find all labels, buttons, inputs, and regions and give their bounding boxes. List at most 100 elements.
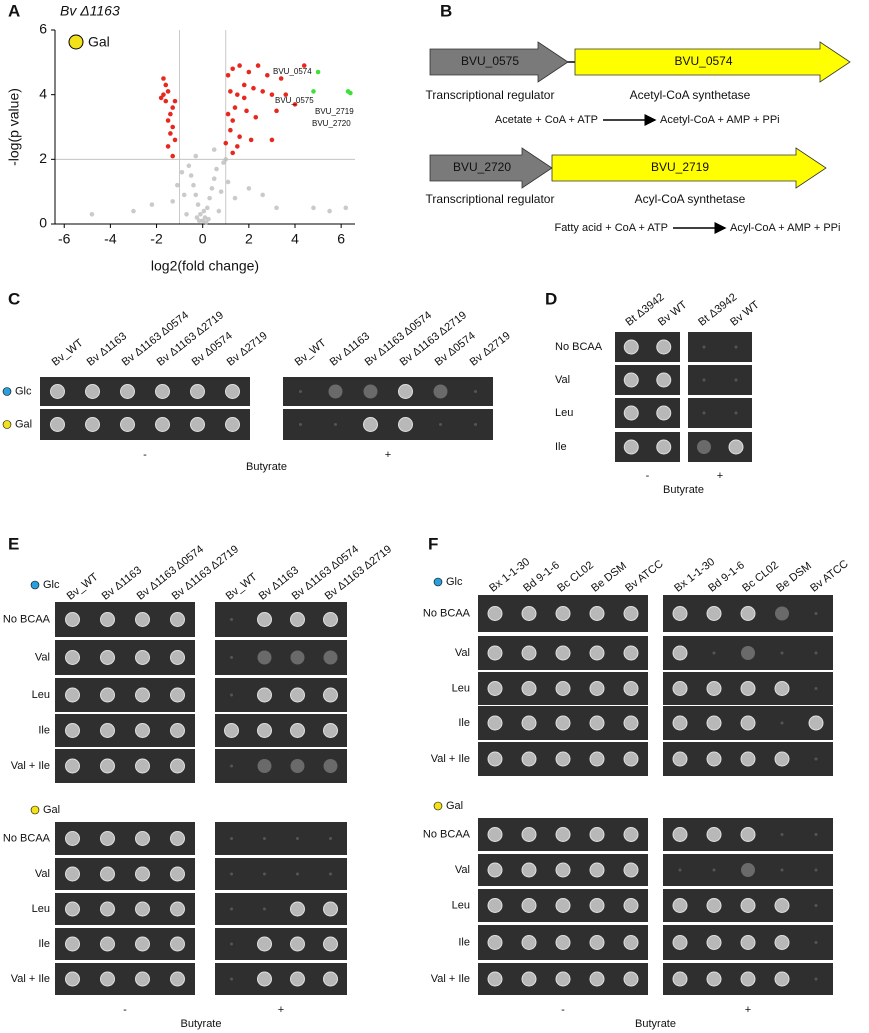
colony-spot	[100, 612, 115, 627]
colony-spot	[65, 650, 80, 665]
medium-marker	[433, 577, 443, 587]
point	[165, 89, 171, 94]
colony-spot	[814, 904, 818, 907]
colony-spot	[814, 757, 818, 761]
row-label: No BCAA	[3, 613, 51, 625]
colony-spot	[323, 971, 338, 987]
colony-spot	[85, 384, 100, 399]
reaction-products: Acyl-CoA + AMP + PPi	[730, 222, 840, 234]
colony-spot	[257, 687, 272, 703]
colony-spot	[589, 862, 605, 878]
gene-arrow	[551, 147, 827, 189]
colony-spot	[555, 606, 571, 621]
colony-spot	[135, 901, 150, 917]
colony-spot	[155, 384, 170, 399]
colony-spot	[808, 715, 824, 731]
point	[348, 90, 353, 96]
colony-spot	[296, 837, 299, 840]
colony-spot	[120, 384, 135, 399]
colony-spot	[706, 681, 722, 696]
x-tick-label: -2	[150, 231, 163, 247]
row-label: Leu	[555, 407, 573, 419]
colony-spot	[487, 935, 503, 950]
point-annotation: BVU_0574	[273, 67, 312, 76]
colony-spot	[740, 715, 756, 731]
point	[241, 82, 247, 88]
colony-spot	[155, 417, 170, 432]
plate-strip	[688, 365, 752, 395]
colony-spot	[170, 971, 185, 987]
colony-spot	[230, 942, 233, 946]
point	[221, 160, 226, 165]
row-label: Ile	[38, 724, 50, 736]
colony-spot	[170, 866, 185, 882]
point	[260, 89, 265, 94]
colony-spot	[398, 384, 413, 399]
row-label: Val + Ile	[11, 973, 50, 985]
point	[235, 144, 240, 149]
colony-spot	[230, 837, 233, 840]
colony-spot	[100, 901, 115, 917]
colony-spot	[100, 831, 115, 846]
colony-spot	[521, 827, 537, 842]
medium-label: Gal	[15, 418, 32, 430]
colony-spot	[487, 606, 503, 621]
colony-spot	[65, 866, 80, 882]
colony-spot	[329, 872, 332, 876]
point	[315, 69, 321, 75]
colony-spot	[623, 681, 639, 696]
colony-spot	[521, 971, 537, 987]
colony-spot	[50, 384, 65, 399]
row-label: No BCAA	[423, 828, 471, 840]
strain-label: Bc CL02	[555, 559, 596, 594]
point	[163, 98, 169, 104]
colony-spot	[257, 759, 272, 773]
point	[269, 92, 275, 97]
colony-spot	[135, 866, 150, 882]
colony-spot	[135, 971, 150, 987]
colony-spot	[623, 372, 639, 388]
colony-spot	[329, 837, 332, 840]
colony-spot	[135, 936, 150, 952]
gene-description: Transcriptional regulator	[426, 192, 555, 206]
plate-strip	[215, 858, 347, 890]
point	[301, 63, 307, 68]
point	[181, 192, 187, 198]
point	[246, 69, 252, 75]
row-label: Val	[455, 647, 470, 659]
colony-spot	[734, 378, 738, 382]
point	[161, 92, 166, 97]
strain-label: Be DSM	[589, 560, 629, 595]
colony-spot	[135, 650, 150, 665]
y-axis-label: -log(p value)	[6, 88, 22, 166]
point	[253, 115, 259, 120]
colony-spot	[65, 723, 80, 738]
colony-spot	[50, 417, 65, 432]
colony-spot	[623, 862, 639, 878]
colony-spot	[323, 687, 338, 703]
point	[216, 208, 222, 214]
colony-spot	[487, 827, 503, 842]
row-label: Ile	[38, 938, 50, 950]
colony-spot	[623, 645, 639, 661]
strain-label: Bv_WT	[293, 337, 329, 369]
colony-spot	[323, 612, 338, 627]
colony-spot	[589, 827, 605, 842]
colony-spot	[555, 751, 571, 767]
colony-spot	[323, 901, 338, 917]
medium-label: Gal	[43, 804, 60, 816]
colony-spot	[296, 872, 299, 876]
point	[218, 189, 224, 194]
condition-label: -	[561, 1004, 565, 1016]
colony-spot	[672, 645, 688, 661]
row-label: Leu	[452, 682, 470, 694]
colony-spot	[474, 390, 477, 393]
strain-label: Bv ATCC	[808, 558, 850, 595]
point	[244, 108, 249, 114]
colony-spot	[697, 440, 711, 454]
colony-spot	[135, 723, 150, 738]
point	[203, 220, 209, 225]
gene-label: BVU_0574	[674, 54, 732, 68]
colony-spot	[487, 751, 503, 767]
colony-spot	[774, 681, 790, 696]
